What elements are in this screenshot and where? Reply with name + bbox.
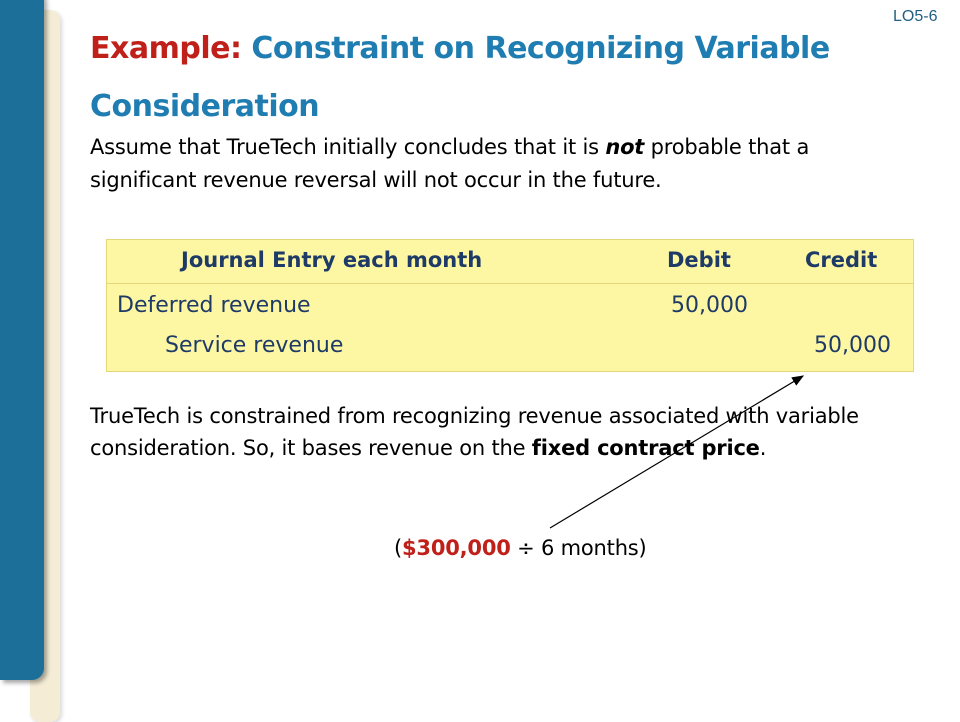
row-2-account: Service revenue bbox=[165, 333, 344, 358]
title-prefix: Example: bbox=[90, 31, 242, 66]
header-credit: Credit bbox=[805, 248, 878, 272]
row-1-account: Deferred revenue bbox=[117, 293, 311, 318]
explanation-end: . bbox=[759, 436, 767, 460]
journal-entry-table: Journal Entry each month Debit Credit De… bbox=[106, 239, 914, 372]
row-1-debit: 50,000 bbox=[671, 293, 748, 318]
calc-amount: $300,000 bbox=[402, 536, 511, 560]
calc-open: ( bbox=[394, 536, 402, 560]
intro-text-before: Assume that TrueTech initially concludes… bbox=[90, 135, 606, 159]
title-main: Constraint on Recognizing Variable Consi… bbox=[90, 31, 830, 124]
intro-text-after: probable that a significant revenue reve… bbox=[90, 135, 810, 192]
slide-title: Example: Constraint on Recognizing Varia… bbox=[90, 20, 890, 136]
intro-paragraph: Assume that TrueTech initially concludes… bbox=[90, 131, 920, 197]
header-divider bbox=[107, 283, 913, 284]
calc-rest: ÷ 6 months) bbox=[510, 536, 647, 560]
explanation-paragraph: TrueTech is constrained from recognizing… bbox=[90, 400, 930, 464]
intro-emphasis: not bbox=[605, 135, 645, 159]
calculation-note: ($300,000 ÷ 6 months) bbox=[394, 536, 647, 560]
row-2-credit: 50,000 bbox=[814, 333, 891, 358]
learning-objective-tag: LO5-6 bbox=[893, 8, 938, 25]
header-debit: Debit bbox=[667, 248, 731, 272]
header-description: Journal Entry each month bbox=[181, 248, 483, 272]
explanation-bold: fixed contract price bbox=[531, 436, 760, 460]
left-accent-bar-blue bbox=[0, 0, 44, 680]
